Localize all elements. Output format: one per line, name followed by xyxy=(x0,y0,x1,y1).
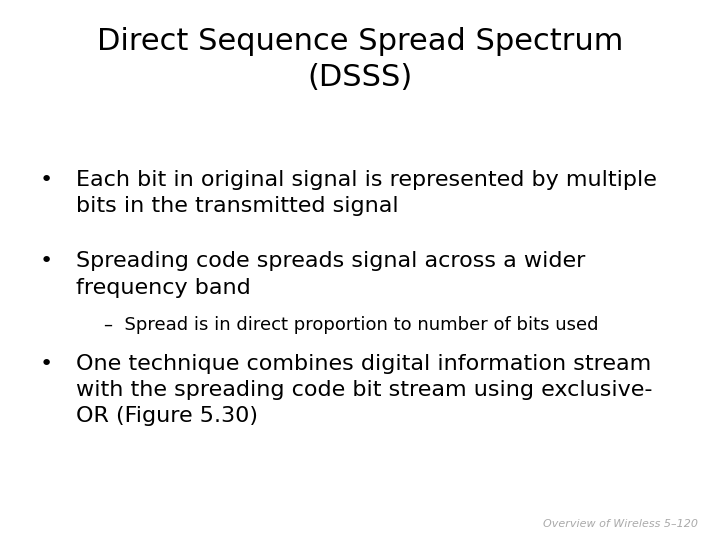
Text: Spreading code spreads signal across a wider
frequency band: Spreading code spreads signal across a w… xyxy=(76,251,585,298)
Text: –  Spread is in direct proportion to number of bits used: – Spread is in direct proportion to numb… xyxy=(104,316,599,334)
Text: •: • xyxy=(40,354,53,374)
Text: Overview of Wireless 5–120: Overview of Wireless 5–120 xyxy=(544,519,698,529)
Text: •: • xyxy=(40,251,53,271)
Text: One technique combines digital information stream
with the spreading code bit st: One technique combines digital informati… xyxy=(76,354,652,427)
Text: Direct Sequence Spread Spectrum
(DSSS): Direct Sequence Spread Spectrum (DSSS) xyxy=(96,27,624,92)
Text: Each bit in original signal is represented by multiple
bits in the transmitted s: Each bit in original signal is represent… xyxy=(76,170,657,217)
Text: •: • xyxy=(40,170,53,190)
